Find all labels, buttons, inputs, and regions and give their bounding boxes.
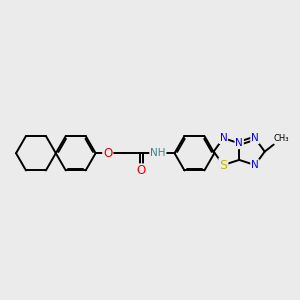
Text: N: N [235,138,243,148]
Text: CH₃: CH₃ [274,134,289,143]
Text: NH: NH [150,148,166,158]
Text: N: N [251,160,259,170]
Text: S: S [219,158,227,172]
Text: O: O [136,164,146,177]
Text: O: O [103,147,112,160]
Text: N: N [220,133,227,143]
Text: N: N [251,133,259,143]
